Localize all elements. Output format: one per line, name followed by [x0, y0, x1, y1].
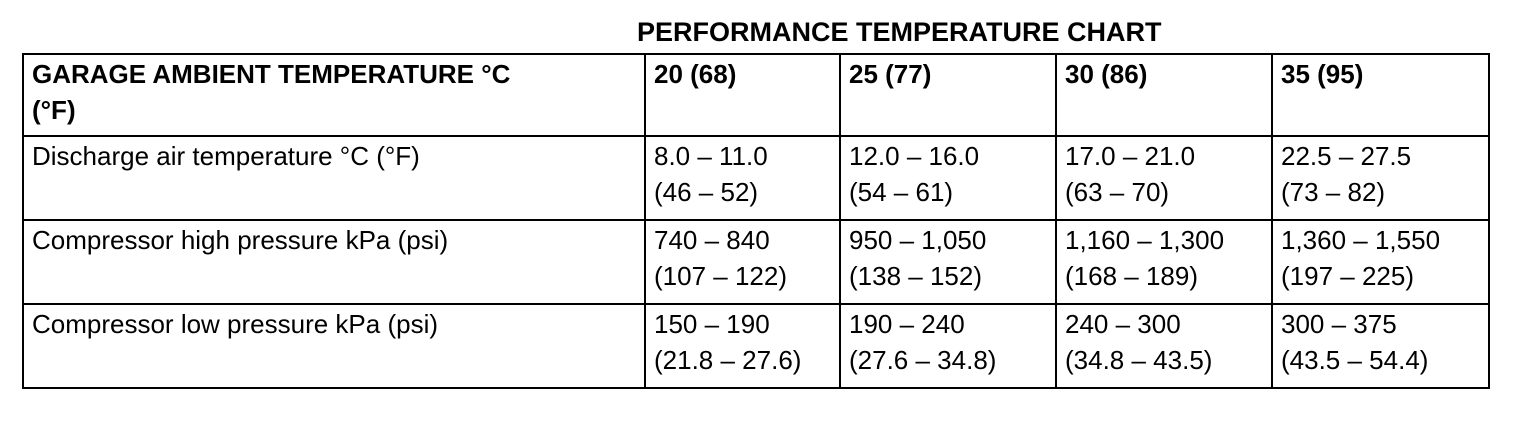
cell-value-range-alt-unit: (21.8 – 27.6) — [654, 345, 802, 375]
table-row: Compressor high pressure kPa (psi) 740 –… — [22, 219, 1490, 305]
row-label: Compressor low pressure kPa (psi) — [22, 303, 646, 389]
cell-value-range-alt-unit: (168 – 189) — [1065, 261, 1198, 291]
cell-value-range-alt-unit: (63 – 70) — [1065, 177, 1170, 207]
column-header-25c: 25 (77) — [839, 53, 1057, 137]
column-header-30c: 30 (86) — [1055, 53, 1273, 137]
cell-value-range-alt-unit: (73 – 82) — [1281, 177, 1386, 207]
table-header-row: GARAGE AMBIENT TEMPERATURE °C (°F) 20 (6… — [22, 53, 1490, 137]
chart-title: PERFORMANCE TEMPERATURE CHART — [637, 17, 1162, 47]
cell-value-range-alt-unit: (46 – 52) — [654, 177, 759, 207]
cell-value-range-alt-unit: (34.8 – 43.5) — [1065, 345, 1213, 375]
cell-value-range: 8.0 – 11.0 — [654, 141, 768, 171]
cell-value-range: 150 – 190 — [654, 309, 770, 339]
cell-value-range-alt-unit: (107 – 122) — [654, 261, 787, 291]
cell-value-range: 12.0 – 16.0 — [849, 141, 980, 171]
table-cell: 950 – 1,050 (138 – 152) — [839, 219, 1057, 305]
cell-value-range: 1,160 – 1,300 — [1065, 225, 1225, 255]
row-label: Discharge air temperature °C (°F) — [22, 135, 646, 221]
cell-value-range: 190 – 240 — [849, 309, 965, 339]
table-row: Compressor low pressure kPa (psi) 150 – … — [22, 303, 1490, 389]
cell-value-range: 17.0 – 21.0 — [1065, 141, 1196, 171]
column-header-35c: 35 (95) — [1271, 53, 1490, 137]
table-cell: 1,160 – 1,300 (168 – 189) — [1055, 219, 1273, 305]
cell-value-range: 240 – 300 — [1065, 309, 1181, 339]
cell-value-range: 950 – 1,050 — [849, 225, 987, 255]
row-label: Compressor high pressure kPa (psi) — [22, 219, 646, 305]
header-label-line-1: GARAGE AMBIENT TEMPERATURE °C — [32, 59, 511, 89]
column-header-20c: 20 (68) — [644, 53, 841, 137]
cell-value-range: 1,360 – 1,550 — [1281, 225, 1441, 255]
cell-value-range: 300 – 375 — [1281, 309, 1397, 339]
performance-temperature-table: GARAGE AMBIENT TEMPERATURE °C (°F) 20 (6… — [22, 53, 1490, 389]
table-cell: 22.5 – 27.5 (73 – 82) — [1271, 135, 1490, 221]
table-cell: 17.0 – 21.0 (63 – 70) — [1055, 135, 1273, 221]
table-row: Discharge air temperature °C (°F) 8.0 – … — [22, 135, 1490, 221]
table-cell: 240 – 300 (34.8 – 43.5) — [1055, 303, 1273, 389]
table-cell: 1,360 – 1,550 (197 – 225) — [1271, 219, 1490, 305]
cell-value-range-alt-unit: (54 – 61) — [849, 177, 954, 207]
table-cell: 740 – 840 (107 – 122) — [644, 219, 841, 305]
cell-value-range-alt-unit: (27.6 – 34.8) — [849, 345, 997, 375]
cell-value-range-alt-unit: (197 – 225) — [1281, 261, 1414, 291]
table-cell: 150 – 190 (21.8 – 27.6) — [644, 303, 841, 389]
table-cell: 8.0 – 11.0 (46 – 52) — [644, 135, 841, 221]
cell-value-range: 22.5 – 27.5 — [1281, 141, 1412, 171]
header-label-line-2: (°F) — [32, 95, 76, 125]
table-cell: 190 – 240 (27.6 – 34.8) — [839, 303, 1057, 389]
cell-value-range-alt-unit: (43.5 – 54.4) — [1281, 345, 1429, 375]
header-label-cell: GARAGE AMBIENT TEMPERATURE °C (°F) — [22, 53, 646, 137]
cell-value-range-alt-unit: (138 – 152) — [849, 261, 982, 291]
table-cell: 12.0 – 16.0 (54 – 61) — [839, 135, 1057, 221]
table-cell: 300 – 375 (43.5 – 54.4) — [1271, 303, 1490, 389]
cell-value-range: 740 – 840 — [654, 225, 770, 255]
